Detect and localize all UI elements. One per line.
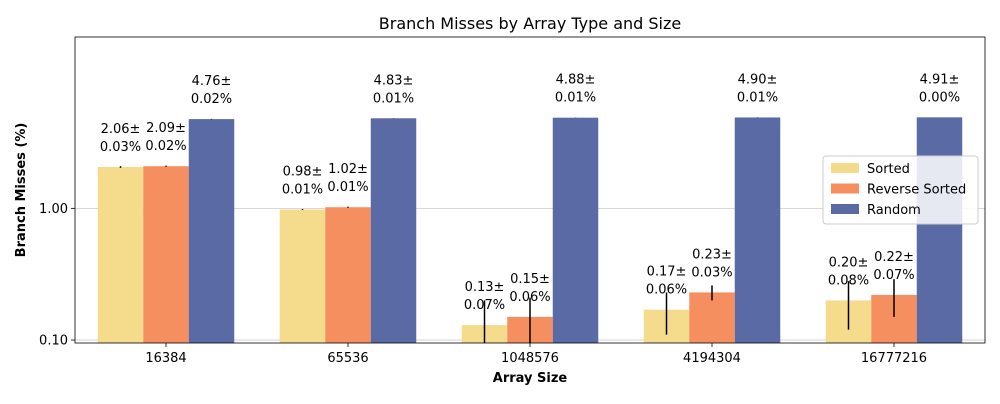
y-axis-label: Branch Misses (%) [14,123,29,258]
data-label: 0.07% [464,298,505,313]
legend-label: Sorted [867,162,910,177]
legend-swatch [831,204,859,214]
legend: Sorted Reverse Sorted Random [822,155,979,225]
bars [97,117,963,344]
bar-random [916,117,963,344]
x-tick-label: 4194304 [683,351,741,366]
bar-random [370,118,417,343]
data-label: 0.07% [873,268,914,283]
data-labels: 2.06± 0.03% 2.09± 0.02% 4.76± 0.02% 0.98± 0.01%… [100,72,960,313]
data-label: 0.03% [691,265,732,280]
legend-box [822,155,979,225]
data-label: 0.02% [145,139,186,154]
y-tick-label: 0.10 [39,334,68,349]
data-label: 0.01% [327,180,368,195]
data-label: 4.83± [374,73,414,88]
data-label: 0.22± [874,250,914,265]
data-label: 0.01% [282,183,323,198]
x-tick-label: 1048576 [501,351,559,366]
data-label: 0.13± [465,280,505,295]
data-label: 0.23± [692,247,732,262]
bar-random [734,117,781,343]
data-label: 4.90± [738,72,778,87]
data-label: 0.08% [828,273,869,288]
x-tick-label: 16777216 [861,351,927,366]
data-label: 0.01% [737,90,778,105]
data-label: 0.01% [373,91,414,106]
data-label: 1.02± [328,162,368,177]
bar-reverse-sorted [325,207,371,343]
bar-reverse-sorted [143,166,189,343]
y-tick-label: 1.00 [39,202,68,217]
data-label: 0.98± [283,165,323,180]
chart-title: Branch Misses by Array Type and Size [379,14,681,33]
x-tick-label: 65536 [327,351,368,366]
data-label: 0.06% [509,290,550,305]
legend-label: Reverse Sorted [867,183,966,198]
data-label: 2.06± [101,122,141,137]
x-axis-label: Array Size [493,371,568,386]
bar-reverse-sorted [689,292,735,343]
data-label: 0.02% [191,92,232,107]
data-label: 0.03% [100,140,141,155]
data-label: 0.17± [647,265,687,280]
data-label: 0.06% [646,283,687,298]
data-label: 0.20± [829,255,869,270]
legend-swatch [831,183,859,194]
data-label: 0.00% [919,90,960,105]
data-label: 2.09± [146,121,186,136]
legend-swatch [831,163,859,173]
bar-sorted [97,167,144,343]
data-label: 4.91± [920,72,960,87]
data-label: 0.01% [555,91,596,106]
legend-label: Random [867,203,921,218]
bar-random [188,119,235,344]
data-label: 0.15± [510,272,550,287]
plot-frame [74,36,986,344]
data-label: 4.88± [556,73,596,88]
axes: 0.10 1.00 16384 65536 1048576 4194304 16777216 [39,36,986,366]
bar-sorted [279,209,326,343]
x-tick-label: 16384 [145,351,186,366]
data-label: 4.76± [192,74,232,89]
bar-random [552,117,599,343]
